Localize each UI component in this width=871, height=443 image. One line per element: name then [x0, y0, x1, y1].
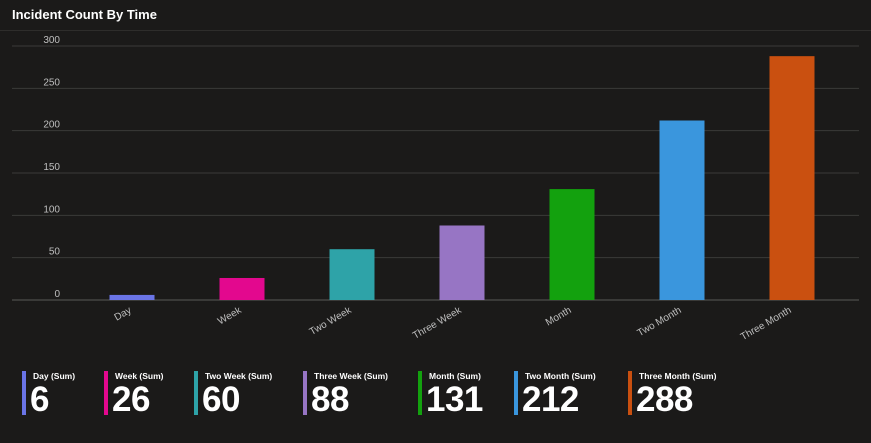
y-tick-label: 0: [54, 289, 60, 300]
chart-gridlines: [12, 45, 859, 301]
tile-three-week: Three Week (Sum) 88: [303, 368, 413, 420]
bar-two-month[interactable]: [659, 120, 705, 300]
y-tick-label: 200: [43, 120, 60, 131]
y-tick-label: 50: [49, 247, 61, 258]
x-axis-labels: Day Week Two Week Three Week Month Two Month T…: [113, 305, 794, 343]
y-axis-ticks: 0 50 100 150 200 250 300: [43, 35, 60, 300]
tile-color-bar: [22, 371, 26, 415]
tile-value: 60: [202, 380, 240, 419]
summary-tiles: Day (Sum) 6 Week (Sum) 26 Two Week (Sum)…: [0, 368, 871, 428]
tile-two-week: Two Week (Sum) 60: [194, 368, 299, 420]
tile-label: Two Week (Sum): [205, 371, 273, 381]
tile-day: Day (Sum) 6: [22, 368, 102, 420]
x-tick-label: Two Week: [308, 305, 355, 338]
x-tick-label: Day: [113, 305, 134, 323]
bar-two-week[interactable]: [329, 249, 375, 300]
tile-label: Three Month (Sum): [639, 371, 717, 381]
y-tick-label: 100: [43, 204, 60, 215]
y-tick-label: 300: [43, 35, 60, 46]
bar-three-month[interactable]: [769, 56, 815, 300]
tile-color-bar: [194, 371, 198, 415]
tile-two-month: Two Month (Sum) 212: [514, 368, 624, 420]
tile-value: 88: [311, 380, 349, 419]
bar-day[interactable]: [109, 294, 155, 300]
bar-month[interactable]: [549, 189, 595, 300]
x-tick-label: Week: [216, 305, 244, 328]
tile-three-month: Three Month (Sum) 288: [628, 368, 748, 420]
bar-chart: 0 50 100 150 200 250 300 Day Week Two Week Three …: [12, 35, 859, 343]
tile-label: Week (Sum): [115, 371, 164, 381]
tile-label: Month (Sum): [429, 371, 481, 381]
tile-color-bar: [418, 371, 422, 415]
tile-color-bar: [104, 371, 108, 415]
bar-three-week[interactable]: [439, 225, 485, 300]
tile-color-bar: [514, 371, 518, 415]
chart-bars: [109, 56, 815, 300]
chart-title: Incident Count By Time: [12, 7, 157, 22]
tile-color-bar: [303, 371, 307, 415]
tile-value: 288: [636, 380, 693, 419]
y-tick-label: 250: [43, 77, 60, 88]
tile-value: 26: [112, 380, 150, 419]
tile-color-bar: [628, 371, 632, 415]
tile-week: Week (Sum) 26: [104, 368, 189, 420]
tile-month: Month (Sum) 131: [418, 368, 510, 420]
y-tick-label: 150: [43, 162, 60, 173]
tile-value: 6: [30, 380, 49, 419]
x-tick-label: Two Month: [636, 305, 684, 339]
title-divider: [0, 30, 871, 31]
tile-value: 131: [426, 380, 483, 419]
tile-value: 212: [522, 380, 579, 419]
x-tick-label: Month: [544, 305, 574, 328]
x-tick-label: Three Week: [411, 305, 464, 342]
tile-label: Three Week (Sum): [314, 371, 389, 381]
tile-label: Day (Sum): [33, 371, 76, 381]
x-tick-label: Three Month: [739, 305, 794, 343]
tile-label: Two Month (Sum): [525, 371, 596, 381]
bar-week[interactable]: [219, 277, 265, 300]
